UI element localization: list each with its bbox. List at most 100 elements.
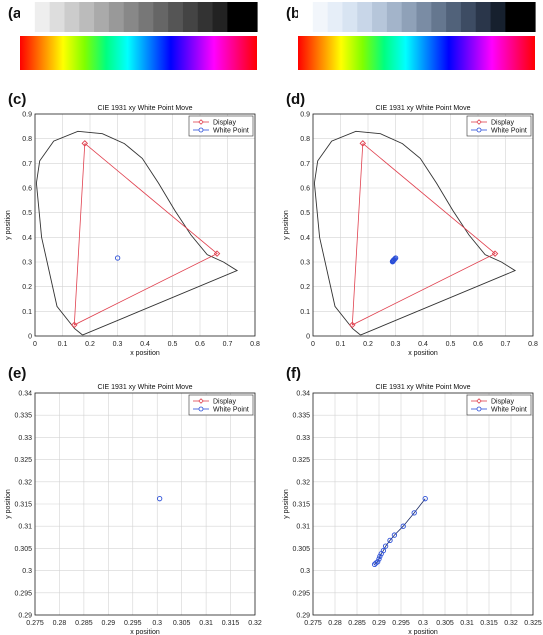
display-point: [71, 321, 78, 329]
y-tick-label: 0.31: [18, 524, 32, 531]
white-point-point: [376, 556, 382, 562]
x-tick-label: 0.28: [328, 620, 342, 627]
gray-step: [431, 2, 447, 32]
y-tick-label: 0.34: [296, 391, 310, 398]
y-axis-label: y position: [5, 489, 12, 519]
x-tick-label: 0.275: [304, 620, 322, 627]
x-tick-label: 0.2: [85, 341, 95, 348]
gray-step: [357, 2, 373, 32]
chart-title: CIE 1931 xy White Point Move: [376, 384, 471, 391]
y-tick-label: 0.1: [22, 309, 32, 316]
gray-step: [327, 2, 344, 32]
legend-marker: [198, 406, 204, 412]
x-tick-label: 0.1: [336, 341, 346, 348]
x-tick-label: 0.3: [113, 341, 123, 348]
legend-marker: [476, 406, 482, 412]
chart-f: 0.275 0.28 0.285 0.29 0.295 0.3 0.305 0.31 0.315…: [283, 384, 542, 635]
x-axis-label: x position: [130, 629, 160, 635]
x-tick-label: 0.325: [524, 620, 542, 627]
legend-marker: [198, 398, 204, 404]
y-tick-label: 0.295: [14, 590, 32, 597]
x-tick-label: 0.7: [501, 341, 511, 348]
y-tick-label: 0.7: [22, 161, 32, 168]
y-tick-label: 0.305: [292, 546, 310, 553]
white-point-point: [411, 510, 417, 516]
white-point-point: [377, 553, 383, 560]
x-tick-label: 0.32: [504, 620, 518, 627]
y-tick-label: 0.31: [296, 524, 310, 531]
y-tick-label: 0.34: [18, 391, 32, 398]
legend-box: [466, 115, 532, 137]
y-tick-label: 0.8: [300, 136, 310, 143]
gray-step: [138, 2, 154, 32]
gray-step: [64, 2, 80, 32]
y-axis-label: y position: [283, 489, 290, 519]
plot-marks: [157, 496, 163, 502]
x-tick-label: 0.315: [222, 620, 240, 627]
y-tick-label: 0.315: [14, 502, 32, 509]
plot-marks: [371, 496, 428, 568]
x-tick-label: 0.32: [248, 620, 262, 627]
white-point-point: [422, 496, 428, 502]
x-tick-label: 0.7: [223, 341, 233, 348]
gray-step: [446, 2, 462, 32]
y-tick-label: 0.3: [22, 260, 32, 267]
legend-box: [466, 394, 532, 416]
gray-step: [34, 2, 51, 32]
panel-label-d: (d): [286, 91, 305, 108]
gray-step: [312, 2, 329, 32]
x-tick-label: 0.305: [173, 620, 191, 627]
display-line: [73, 143, 218, 326]
white-point-point: [387, 537, 393, 544]
panel-label-f: (f): [286, 365, 301, 382]
white-point-point: [400, 523, 406, 529]
legend-entry-display: Display: [491, 120, 514, 127]
y-tick-label: 0.335: [14, 413, 32, 420]
y-tick-label: 0.5: [300, 210, 310, 217]
spectrum-bar: [20, 36, 257, 70]
white-point-point: [373, 560, 379, 566]
spectrum-bar: [298, 36, 535, 70]
plot-frame: [34, 113, 256, 337]
chart-title: CIE 1931 xy White Point Move: [98, 384, 193, 391]
gray-step: [372, 2, 388, 32]
gray-step: [401, 2, 418, 32]
gray-step: [475, 2, 492, 32]
gray-step: [298, 2, 314, 32]
y-tick-label: 0.1: [300, 309, 310, 316]
y-tick-label: 0: [28, 334, 32, 341]
display-point: [491, 250, 499, 257]
gray-step: [212, 2, 228, 32]
y-tick-label: 0.3: [300, 260, 310, 267]
y-tick-label: 0.315: [292, 502, 310, 509]
x-tick-label: 0.305: [436, 620, 454, 627]
white-point-point: [389, 259, 396, 265]
gray-step: [94, 2, 110, 32]
x-tick-label: 0.6: [195, 341, 205, 348]
x-tick-label: 0.5: [446, 341, 456, 348]
legend-entry-white-point: White Point: [491, 128, 527, 135]
plot-frame: [312, 113, 534, 337]
y-tick-label: 0.325: [14, 457, 32, 464]
white-point-point: [391, 532, 398, 538]
plot-frame: [34, 392, 256, 616]
x-tick-label: 0: [311, 341, 315, 348]
y-tick-label: 0.7: [300, 161, 310, 168]
y-tick-label: 0.305: [14, 546, 32, 553]
x-tick-label: 0.275: [26, 620, 44, 627]
gray-step: [168, 2, 184, 32]
swatch-a: [20, 2, 258, 70]
x-tick-label: 0.295: [124, 620, 142, 627]
chart-title: CIE 1931 xy White Point Move: [376, 105, 471, 112]
y-tick-label: 0.295: [292, 590, 310, 597]
white-point-point: [157, 496, 163, 502]
gray-step: [20, 2, 36, 32]
y-tick-label: 0.33: [18, 435, 32, 442]
y-tick-label: 0.32: [18, 479, 32, 486]
x-tick-label: 0.31: [199, 620, 213, 627]
x-tick-label: 0.285: [75, 620, 93, 627]
white-point-point: [114, 255, 121, 261]
white-point-point: [382, 543, 389, 549]
gray-step: [227, 2, 243, 32]
